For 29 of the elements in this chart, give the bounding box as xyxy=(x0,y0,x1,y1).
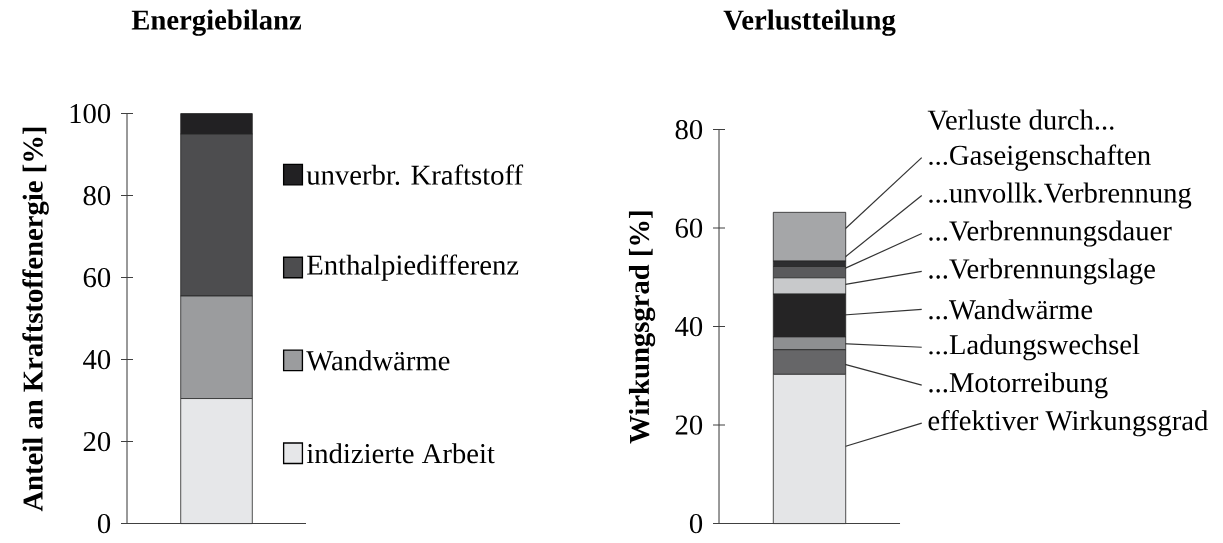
y-tick-label: 60 xyxy=(83,268,111,288)
y-tick-label: 100 xyxy=(70,104,111,124)
y-tick-label: 20 xyxy=(675,415,703,435)
legend-label: ...Verbrennungslage xyxy=(929,258,1155,285)
legend-label: ...Wandwärme xyxy=(929,299,1093,320)
y-tick-label: 40 xyxy=(83,350,111,370)
y-tick-label: 0 xyxy=(97,514,111,534)
y-tick-label: 80 xyxy=(675,120,703,140)
legend-label: ...Verbrennungsdauer xyxy=(929,220,1172,247)
legend-label: Wandwärme xyxy=(306,350,450,371)
text: ...Gaseigenschaften xyxy=(929,144,1151,171)
legend-title: Verluste durch... xyxy=(927,109,1114,130)
legend-label: ...Motorreibung xyxy=(929,372,1108,399)
y-tick-label: 40 xyxy=(675,317,703,337)
y-axis-title: Wirkungsgrad [%] xyxy=(628,211,656,444)
chart-title: Energiebilanz xyxy=(131,9,302,36)
y-tick-label: 20 xyxy=(83,432,111,452)
legend-label: effektiver Wirkungsgrad xyxy=(928,410,1209,437)
y-tick-label: 0 xyxy=(689,514,703,534)
legend-label: indizierte Arbeit xyxy=(306,443,495,464)
legend-label: Enthalpiedifferenz xyxy=(307,254,519,281)
bar xyxy=(772,212,847,262)
y-tick-label: 80 xyxy=(83,186,111,206)
y-tick-label: 60 xyxy=(675,218,703,238)
legend-label: ...Ladungswechsel xyxy=(929,334,1140,361)
y-axis-title: Anteil an Kraftstoffenergie [%] xyxy=(22,127,49,512)
legend-label: unverbr. Kraftstoff xyxy=(306,164,524,186)
chart-title: Verlustteilung xyxy=(723,9,896,36)
text: ...unvollk.Verbrennung xyxy=(929,182,1192,209)
